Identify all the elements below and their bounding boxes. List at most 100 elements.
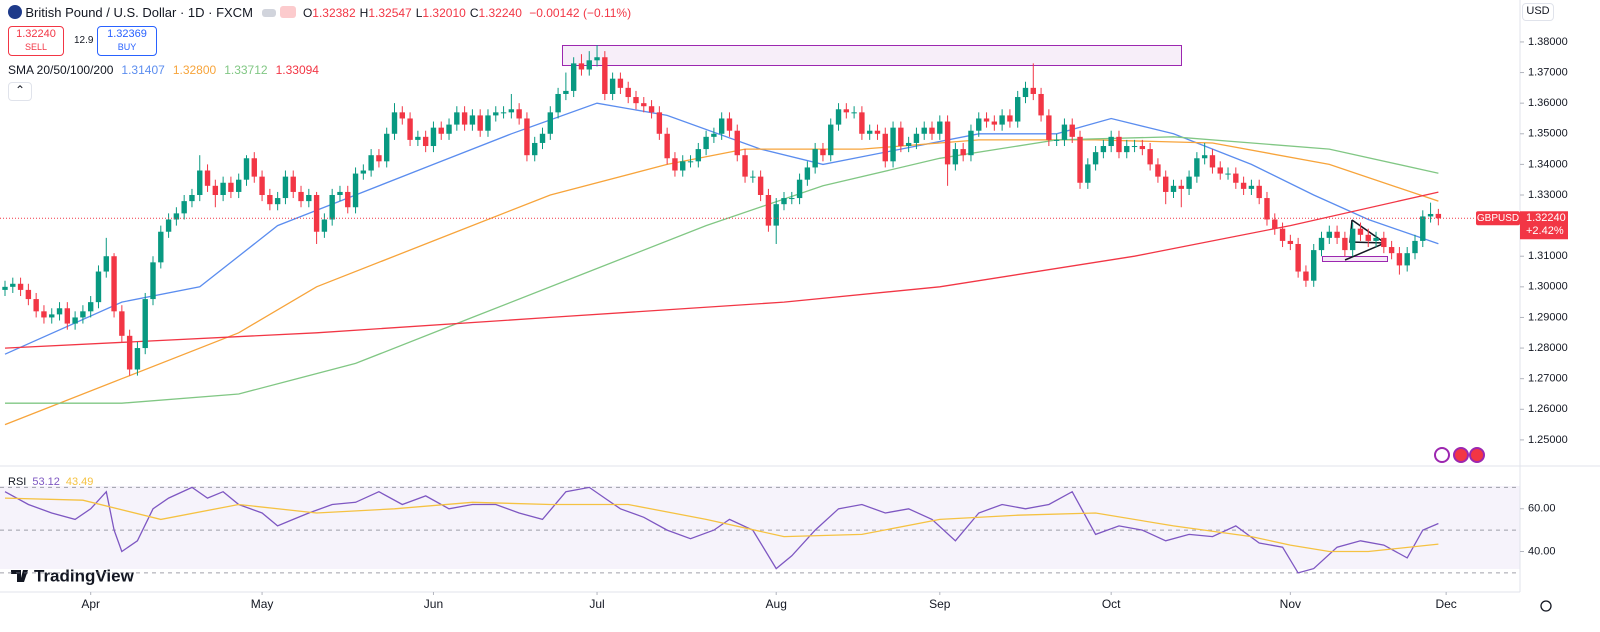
candle-body — [87, 302, 94, 312]
x-tick-label: Dec — [1435, 597, 1456, 611]
candle-body — [781, 198, 787, 205]
candle-body — [1295, 243, 1301, 272]
candle-body — [570, 63, 577, 91]
sell-button[interactable]: 1.32240 SELL — [8, 26, 64, 56]
indicator-line — [4, 486, 1439, 574]
buy-button[interactable]: 1.32369 BUY — [97, 26, 157, 56]
candle-body — [1388, 247, 1395, 254]
brand: TradingView — [34, 566, 135, 585]
collapse-button[interactable]: ⌃ — [8, 82, 32, 101]
candle-body — [25, 289, 32, 300]
candle-body — [1194, 158, 1200, 177]
candle-body — [10, 283, 16, 287]
candle-body — [1272, 219, 1278, 229]
candle-body — [633, 97, 639, 104]
candle-body — [1186, 176, 1192, 189]
ohlc-key: L — [415, 6, 423, 20]
candle-body — [578, 63, 585, 70]
candle-body — [890, 127, 896, 162]
toggle[interactable] — [279, 6, 296, 18]
candle-body — [1233, 173, 1239, 183]
candle-body — [874, 130, 881, 134]
ohlc-key: C — [469, 6, 479, 20]
candle-body — [991, 121, 998, 125]
y-tick-label: 1.37000 — [1528, 66, 1568, 78]
y-tick-label: 1.29000 — [1528, 311, 1568, 323]
candle-body — [64, 308, 71, 324]
candle-body — [1381, 237, 1387, 248]
candle-body — [72, 317, 78, 324]
candle-body — [804, 167, 811, 180]
ohlc-key: H — [359, 6, 369, 20]
candle-body — [80, 311, 86, 318]
candle-body — [750, 176, 756, 178]
currency-button[interactable]: USD — [1522, 3, 1554, 21]
candle-body — [189, 195, 195, 202]
candle-body — [532, 142, 538, 156]
indicator-line — [5, 136, 1439, 404]
x-tick-label: Jun — [424, 597, 443, 611]
candle-body — [1326, 231, 1332, 238]
candle-body — [1022, 87, 1029, 98]
candle-body — [1015, 97, 1021, 122]
event-icon[interactable] — [1469, 447, 1485, 463]
candle-body — [1108, 136, 1114, 147]
candle-body — [360, 170, 367, 174]
candle-body — [1139, 146, 1146, 150]
x-tick-label: May — [251, 597, 274, 611]
candle-body — [820, 149, 826, 156]
gear[interactable] — [1540, 600, 1552, 612]
candle-body — [711, 133, 717, 137]
candle-body — [150, 262, 156, 300]
symbol-title[interactable]: British Pound / U.S. Dollar · 1D · FXCM — [25, 5, 253, 20]
rsi-value: 43.49 — [65, 476, 94, 488]
event-icon[interactable] — [1434, 447, 1450, 463]
candle-body — [835, 109, 842, 125]
indicator-value: 1.33094 — [275, 63, 319, 77]
candle-body — [415, 136, 421, 140]
candle-body — [119, 311, 125, 336]
candle-body — [1155, 164, 1161, 177]
sell-price: 1.32240 — [16, 28, 56, 40]
toggle[interactable] — [262, 9, 277, 17]
candle-body — [524, 118, 530, 156]
x-tick-label: Apr — [81, 597, 100, 611]
candle-body — [625, 87, 631, 98]
event-icon[interactable] — [1453, 447, 1469, 463]
x-tick-label: Aug — [766, 597, 787, 611]
candle-body — [485, 115, 491, 131]
candle-body — [204, 170, 211, 186]
y-tick-label: 1.25000 — [1528, 434, 1568, 446]
ohlc-value: 1.32240 — [478, 6, 522, 20]
candle-body — [726, 118, 733, 131]
candle-body — [259, 176, 265, 195]
candle-body — [1279, 228, 1286, 241]
rsi-legend: RSI 53.12 43.49 — [8, 476, 93, 488]
candle-body — [1100, 146, 1107, 153]
spread: 12.9 — [74, 35, 94, 46]
settings-icon[interactable] — [1540, 600, 1552, 612]
candle-body — [298, 191, 304, 202]
symbol-tag-label: GBPUSD — [1477, 213, 1519, 224]
candle-body — [1170, 185, 1177, 192]
event-icons[interactable] — [1434, 447, 1485, 463]
buy-label: BUY — [117, 42, 137, 52]
candle-body — [41, 311, 47, 318]
indicator-title[interactable]: SMA 20/50/100/200 — [8, 63, 114, 77]
indicator-line — [4, 191, 1439, 349]
candle-body — [1396, 253, 1403, 266]
indicator-value: 1.31407 — [121, 63, 165, 77]
candle-body — [999, 115, 1005, 125]
candle-body — [477, 115, 483, 131]
drawing-rectangle[interactable] — [1322, 256, 1388, 262]
drawing-rectangle[interactable] — [562, 45, 1182, 66]
rsi-tick-label: 60.00 — [1528, 503, 1556, 515]
rsi-tick-label: 40.00 — [1528, 545, 1556, 557]
candle-body — [851, 112, 857, 114]
candle-body — [913, 133, 920, 143]
candle-body — [828, 124, 834, 156]
candle-body — [687, 161, 694, 163]
price-tag-change: +2.42% — [1526, 225, 1564, 237]
candle-body — [1209, 155, 1216, 168]
candle-body — [921, 127, 927, 134]
